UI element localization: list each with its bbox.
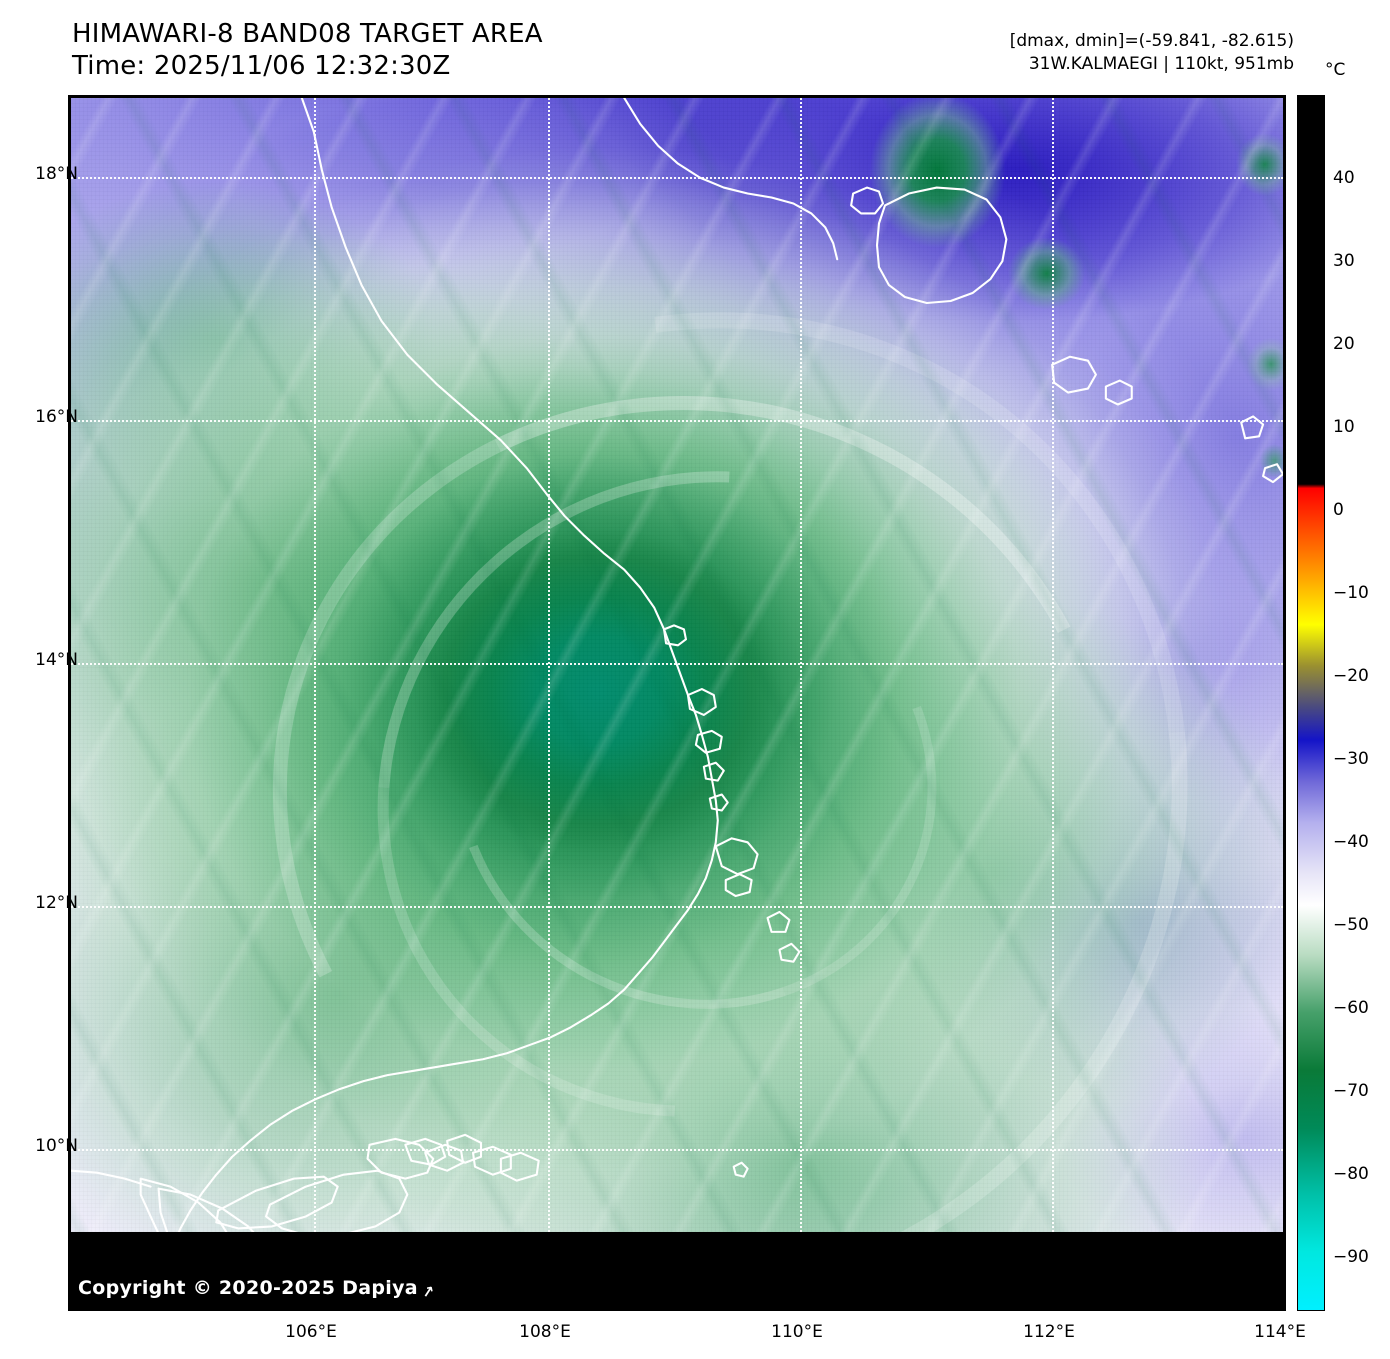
- satellite-image-plot[interactable]: [68, 95, 1286, 1311]
- colorbar-tick-m20: −20: [1333, 666, 1369, 686]
- x-axis-tick-106E: 106°E: [285, 1322, 337, 1342]
- ir-rainband-texture-layer: [71, 98, 1283, 1308]
- colorbar[interactable]: [1297, 95, 1325, 1311]
- colorbar-tick-m10: −10: [1333, 583, 1369, 603]
- colorbar-tick-10: 10: [1333, 417, 1355, 437]
- y-axis-tick-16N: 16°N: [35, 407, 78, 427]
- y-axis-tick-14N: 14°N: [35, 650, 78, 670]
- colorbar-tick-m60: −60: [1333, 998, 1369, 1018]
- satellite-image-canvas: [71, 98, 1283, 1308]
- colorbar-tick-20: 20: [1333, 334, 1355, 354]
- ir-pixel-grain-layer: [71, 98, 1283, 1308]
- colorbar-tick-m50: −50: [1333, 915, 1369, 935]
- y-axis-tick-18N: 18°N: [35, 164, 78, 184]
- no-data-band: [71, 1232, 1283, 1308]
- colorbar-tick-40: 40: [1333, 168, 1355, 188]
- signature-icon: ↗: [420, 1281, 437, 1303]
- colorbar-tick-m80: −80: [1333, 1164, 1369, 1184]
- colorbar-tick-m90: −90: [1333, 1247, 1369, 1267]
- title-block: HIMAWARI-8 BAND08 TARGET AREA Time: 2025…: [72, 18, 543, 82]
- colorbar-tick-m70: −70: [1333, 1081, 1369, 1101]
- timestamp-label: Time: 2025/11/06 12:32:30Z: [72, 51, 451, 81]
- colorbar-tick-30: 30: [1333, 251, 1355, 271]
- x-axis-tick-112E: 112°E: [1023, 1322, 1075, 1342]
- colorbar-tick-m40: −40: [1333, 832, 1369, 852]
- colorbar-tick-m30: −30: [1333, 749, 1369, 769]
- dmax-dmin-label: [dmax, dmin]=(-59.841, -82.615): [1009, 31, 1294, 51]
- copyright-text: Copyright © 2020-2025 Dapiya: [78, 1277, 418, 1299]
- x-axis-tick-110E: 110°E: [771, 1322, 823, 1342]
- colorbar-tick-0: 0: [1333, 500, 1344, 520]
- x-axis-tick-114E: 114°E: [1254, 1322, 1306, 1342]
- colorbar-unit-label: °C: [1325, 60, 1346, 80]
- y-axis-tick-10N: 10°N: [35, 1136, 78, 1156]
- x-axis-tick-108E: 108°E: [519, 1322, 571, 1342]
- coastline-overlay: [71, 98, 1283, 1308]
- ir-convective-cells-layer: [71, 98, 1283, 1308]
- metadata-block: [dmax, dmin]=(-59.841, -82.615) 31W.KALM…: [1010, 30, 1294, 76]
- copyright-label: Copyright © 2020-2025 Dapiya ↗: [78, 1277, 437, 1303]
- colorbar-gradient: [1298, 96, 1324, 1310]
- storm-info-label: 31W.KALMAEGI | 110kt, 951mb: [1028, 54, 1294, 74]
- page-title: HIMAWARI-8 BAND08 TARGET AREA: [72, 19, 543, 49]
- y-axis-tick-12N: 12°N: [35, 893, 78, 913]
